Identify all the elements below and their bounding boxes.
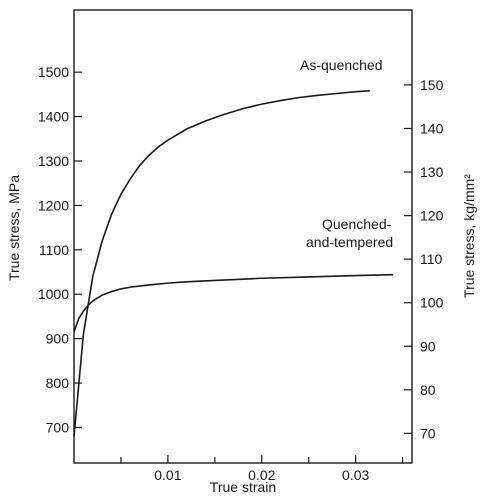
curves-layer [73, 90, 394, 437]
y-tick-label-right: 140 [420, 120, 444, 136]
plot-frame [73, 9, 413, 464]
y-tick-label-left: 1500 [38, 64, 69, 80]
x-tick-label: 0.01 [154, 467, 181, 483]
y-tick-label-left: 800 [46, 375, 70, 391]
series-line-as-quenched [73, 90, 370, 437]
y-tick-label-left: 1400 [38, 109, 69, 125]
annotation-as-quenched: As-quenched [300, 57, 383, 73]
y-tick-label-left: 900 [46, 331, 70, 347]
annotation-quenched: Quenched- [322, 216, 392, 232]
y-axis-title-left: True stress, MPa [6, 175, 22, 281]
y-tick-label-right: 130 [420, 164, 444, 180]
y-tick-label-right: 80 [420, 382, 436, 398]
x-tick-label: 0.02 [248, 467, 275, 483]
y-tick-label-right: 70 [420, 425, 436, 441]
y-tick-label-left: 700 [46, 419, 70, 435]
y-tick-label-left: 1100 [39, 242, 69, 258]
y-tick-label-right: 100 [420, 295, 444, 311]
y-axis-title-right: True stress, kg/mm² [461, 174, 477, 298]
x-axis-title: True strain [210, 479, 276, 495]
ticks-layer: 700 800 900 1000 1100 1200 1300 1400 1500 70 80 90 1… [38, 64, 444, 483]
series-line-quenched-and-tempered [73, 273, 394, 333]
y-tick-label-left: 1000 [38, 286, 69, 302]
y-tick-label-right: 150 [420, 77, 444, 93]
y-tick-label-right: 90 [420, 338, 436, 354]
y-tick-label-right: 110 [420, 251, 443, 267]
annotation-and-tempered: and-tempered [306, 234, 393, 250]
x-tick-label: 0.03 [342, 467, 369, 483]
y-tick-label-right: 120 [420, 208, 444, 224]
y-tick-label-left: 1300 [38, 153, 69, 169]
y-tick-label-left: 1200 [38, 197, 69, 213]
